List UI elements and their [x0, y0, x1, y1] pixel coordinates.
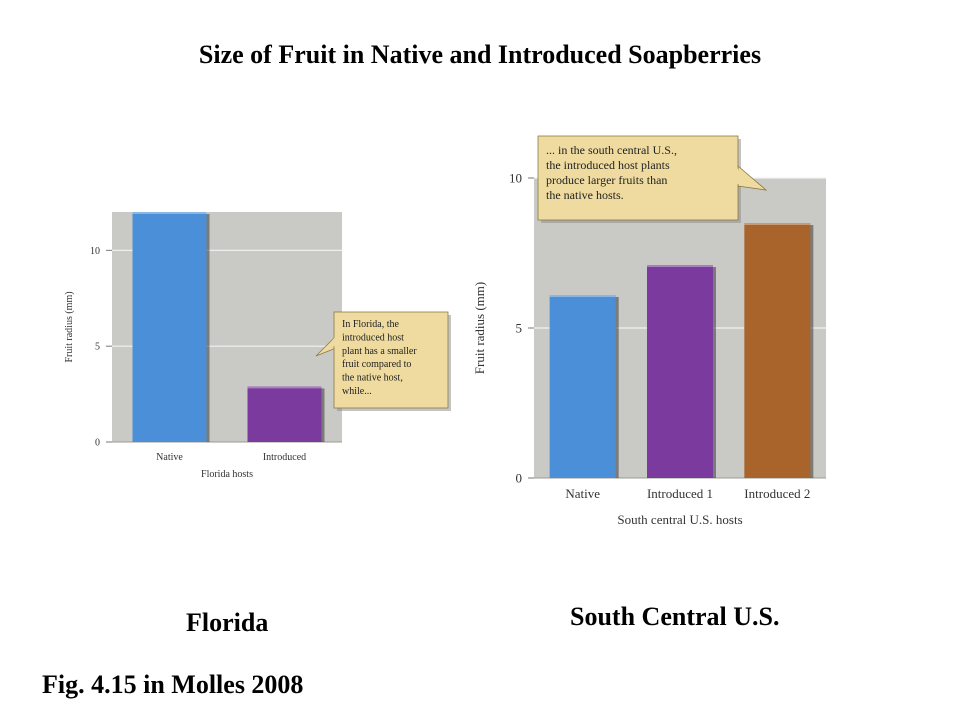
callout-line: while...	[342, 386, 372, 397]
callout-line: the introduced host plants	[546, 158, 670, 172]
bar-highlight	[549, 295, 616, 297]
y-tick-label: 5	[516, 321, 523, 336]
category-label: Native	[565, 486, 600, 501]
florida-chart: 0 5 10 Native Introduced Florida hosts Fruit r…	[40, 196, 460, 496]
callout-pointer-join	[737, 167, 743, 185]
y-axis-title: Fruit radius (mm)	[472, 282, 487, 374]
y-tick-label: 5	[95, 342, 100, 353]
bar-highlight	[247, 386, 322, 389]
callout-line: produce larger fruits than	[546, 173, 667, 187]
bar-native	[132, 212, 207, 442]
y-axis-title: Fruit radius (mm)	[64, 291, 75, 362]
callout-box	[537, 135, 739, 221]
bar-introduced-1	[647, 265, 713, 478]
x-axis-title: Florida hosts	[201, 469, 253, 480]
category-label: Introduced	[263, 452, 306, 463]
callout-line: introduced host	[342, 332, 404, 343]
callout-line: fruit compared to	[342, 359, 411, 370]
y-tick-label: 0	[516, 471, 523, 486]
y-tick-label: 10	[509, 171, 522, 186]
category-label: Native	[156, 452, 183, 463]
category-label: Introduced 2	[744, 486, 810, 501]
callout-line: the native host,	[342, 373, 403, 384]
caption-south-central: South Central U.S.	[570, 602, 780, 631]
bar-native	[549, 295, 616, 478]
category-label: Introduced 1	[647, 486, 713, 501]
y-tick-label: 10	[90, 246, 100, 257]
callout-line: the native hosts.	[546, 188, 624, 202]
south-central-chart-svg: 0 5 10 Native Introduced 1 Introduced 2South …	[472, 135, 826, 527]
callout-box	[333, 311, 449, 409]
callout-pointer-join	[330, 337, 335, 347]
bar-highlight	[647, 265, 713, 267]
bar-highlight	[744, 223, 811, 225]
y-tick-label: 0	[95, 438, 100, 449]
callout-line: ... in the south central U.S.,	[546, 143, 677, 157]
callout-line: In Florida, the	[342, 319, 399, 330]
figure-reference: Fig. 4.15 in Molles 2008	[42, 670, 304, 699]
x-axis-title: South central U.S. hosts	[617, 512, 742, 527]
bar-introduced-2	[744, 223, 811, 478]
south-central-chart: 0 5 10 Native Introduced 1 Introduced 2 South …	[462, 128, 842, 538]
caption-florida: Florida	[186, 608, 269, 637]
bar-introduced	[247, 386, 322, 442]
bar-highlight	[132, 212, 207, 214]
florida-chart-svg: 0 5 10 Native Introduced Florida hosts Fruit r…	[64, 212, 451, 480]
slide-title: Size of Fruit in Native and Introduced S…	[198, 40, 762, 69]
callout-line: plant has a smaller	[342, 346, 417, 357]
